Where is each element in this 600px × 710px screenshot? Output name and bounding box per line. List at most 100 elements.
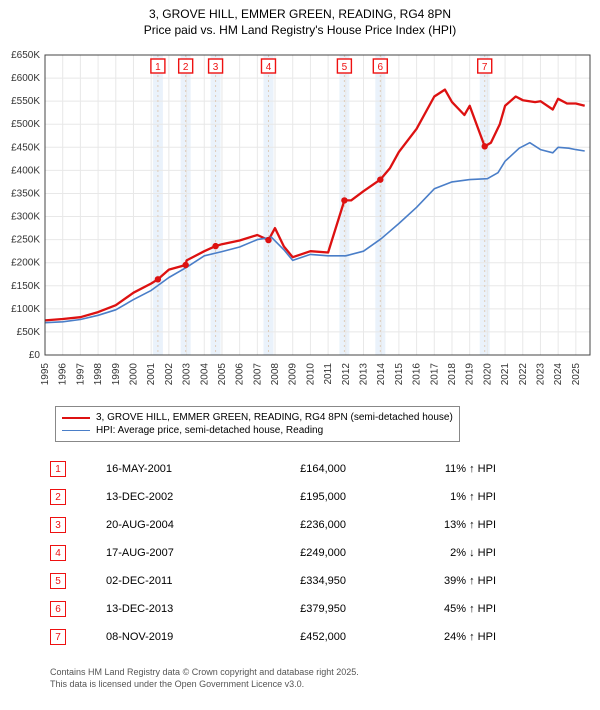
svg-text:2012: 2012 xyxy=(341,363,352,386)
svg-text:£150K: £150K xyxy=(11,281,40,292)
svg-text:2021: 2021 xyxy=(500,363,511,386)
svg-text:£400K: £400K xyxy=(11,165,40,176)
svg-text:£500K: £500K xyxy=(11,119,40,130)
svg-text:2005: 2005 xyxy=(217,363,228,386)
svg-text:1997: 1997 xyxy=(75,363,86,386)
events-table: 1 16-MAY-2001 £164,000 11% ↑ HPI 2 13-DEC-200… xyxy=(50,455,550,651)
title-line1: 3, GROVE HILL, EMMER GREEN, READING, RG4… xyxy=(0,6,600,22)
svg-text:2002: 2002 xyxy=(164,363,175,386)
svg-text:2025: 2025 xyxy=(571,363,582,386)
legend: 3, GROVE HILL, EMMER GREEN, READING, RG4… xyxy=(55,406,460,442)
svg-text:2008: 2008 xyxy=(270,363,281,386)
price-chart: £0£50K£100K£150K£200K£250K£300K£350K£400… xyxy=(0,45,600,400)
event-marker: 3 xyxy=(50,517,66,533)
event-marker: 1 xyxy=(50,461,66,477)
svg-text:2003: 2003 xyxy=(182,363,193,386)
svg-text:2: 2 xyxy=(183,62,189,73)
svg-text:2022: 2022 xyxy=(518,363,529,386)
svg-text:£50K: £50K xyxy=(17,327,41,338)
event-date: 16-MAY-2001 xyxy=(106,463,216,475)
svg-text:2001: 2001 xyxy=(146,363,157,386)
event-diff: 11% ↑ HPI xyxy=(386,463,496,475)
event-diff: 13% ↑ HPI xyxy=(386,519,496,531)
event-price: £452,000 xyxy=(256,631,346,643)
legend-item-property: 3, GROVE HILL, EMMER GREEN, READING, RG4… xyxy=(62,411,453,424)
chart-title: 3, GROVE HILL, EMMER GREEN, READING, RG4… xyxy=(0,0,600,38)
svg-text:2017: 2017 xyxy=(429,363,440,386)
svg-text:2015: 2015 xyxy=(394,363,405,386)
legend-swatch-property xyxy=(62,417,90,419)
footer-line1: Contains HM Land Registry data © Crown c… xyxy=(50,666,359,678)
svg-text:2023: 2023 xyxy=(535,363,546,386)
svg-text:1998: 1998 xyxy=(93,363,104,386)
svg-text:£550K: £550K xyxy=(11,96,40,107)
svg-text:2004: 2004 xyxy=(199,363,210,386)
svg-text:£450K: £450K xyxy=(11,142,40,153)
event-price: £249,000 xyxy=(256,547,346,559)
event-diff: 39% ↑ HPI xyxy=(386,575,496,587)
legend-label-property: 3, GROVE HILL, EMMER GREEN, READING, RG4… xyxy=(96,412,453,423)
event-row: 4 17-AUG-2007 £249,000 2% ↓ HPI xyxy=(50,539,550,567)
svg-text:2010: 2010 xyxy=(305,363,316,386)
svg-text:2024: 2024 xyxy=(553,363,564,386)
svg-text:£300K: £300K xyxy=(11,212,40,223)
event-row: 2 13-DEC-2002 £195,000 1% ↑ HPI xyxy=(50,483,550,511)
event-diff: 24% ↑ HPI xyxy=(386,631,496,643)
svg-text:1995: 1995 xyxy=(40,363,51,386)
title-line2: Price paid vs. HM Land Registry's House … xyxy=(0,22,600,38)
event-date: 08-NOV-2019 xyxy=(106,631,216,643)
svg-text:5: 5 xyxy=(342,62,348,73)
svg-text:£650K: £650K xyxy=(11,50,40,61)
event-marker: 7 xyxy=(50,629,66,645)
event-date: 13-DEC-2013 xyxy=(106,603,216,615)
event-date: 13-DEC-2002 xyxy=(106,491,216,503)
legend-swatch-hpi xyxy=(62,430,90,431)
svg-text:1999: 1999 xyxy=(111,363,122,386)
svg-text:2018: 2018 xyxy=(447,363,458,386)
event-diff: 45% ↑ HPI xyxy=(386,603,496,615)
event-price: £379,950 xyxy=(256,603,346,615)
svg-text:£350K: £350K xyxy=(11,188,40,199)
svg-text:2020: 2020 xyxy=(482,363,493,386)
legend-item-hpi: HPI: Average price, semi-detached house,… xyxy=(62,424,453,437)
legend-label-hpi: HPI: Average price, semi-detached house,… xyxy=(96,425,323,436)
svg-text:£100K: £100K xyxy=(11,304,40,315)
event-marker: 4 xyxy=(50,545,66,561)
event-price: £236,000 xyxy=(256,519,346,531)
svg-text:2000: 2000 xyxy=(128,363,139,386)
event-marker: 6 xyxy=(50,601,66,617)
svg-text:2011: 2011 xyxy=(323,363,334,385)
svg-text:6: 6 xyxy=(378,62,384,73)
footer-line2: This data is licensed under the Open Gov… xyxy=(50,678,359,690)
svg-text:£200K: £200K xyxy=(11,258,40,269)
event-row: 6 13-DEC-2013 £379,950 45% ↑ HPI xyxy=(50,595,550,623)
event-marker: 2 xyxy=(50,489,66,505)
svg-text:2013: 2013 xyxy=(359,363,370,386)
event-diff: 1% ↑ HPI xyxy=(386,491,496,503)
event-date: 20-AUG-2004 xyxy=(106,519,216,531)
svg-text:2009: 2009 xyxy=(288,363,299,386)
event-date: 02-DEC-2011 xyxy=(106,575,216,587)
event-date: 17-AUG-2007 xyxy=(106,547,216,559)
svg-text:£600K: £600K xyxy=(11,73,40,84)
svg-text:1: 1 xyxy=(155,62,161,73)
event-row: 1 16-MAY-2001 £164,000 11% ↑ HPI xyxy=(50,455,550,483)
event-diff: 2% ↓ HPI xyxy=(386,547,496,559)
svg-text:2007: 2007 xyxy=(252,363,263,386)
svg-text:2014: 2014 xyxy=(376,363,387,386)
event-row: 5 02-DEC-2011 £334,950 39% ↑ HPI xyxy=(50,567,550,595)
svg-text:3: 3 xyxy=(213,62,219,73)
svg-text:7: 7 xyxy=(482,62,488,73)
svg-text:£0: £0 xyxy=(29,350,41,361)
event-marker: 5 xyxy=(50,573,66,589)
svg-text:2006: 2006 xyxy=(235,363,246,386)
svg-text:1996: 1996 xyxy=(58,363,69,386)
event-price: £334,950 xyxy=(256,575,346,587)
svg-text:2016: 2016 xyxy=(412,363,423,386)
event-row: 3 20-AUG-2004 £236,000 13% ↑ HPI xyxy=(50,511,550,539)
svg-text:2019: 2019 xyxy=(465,363,476,386)
event-row: 7 08-NOV-2019 £452,000 24% ↑ HPI xyxy=(50,623,550,651)
event-price: £164,000 xyxy=(256,463,346,475)
event-price: £195,000 xyxy=(256,491,346,503)
footer: Contains HM Land Registry data © Crown c… xyxy=(50,666,359,690)
